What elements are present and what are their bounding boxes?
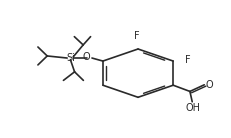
Text: F: F <box>134 31 139 41</box>
Text: Si: Si <box>66 53 75 63</box>
Text: F: F <box>185 55 190 65</box>
Text: OH: OH <box>184 103 199 113</box>
Text: O: O <box>205 79 212 90</box>
Text: O: O <box>82 52 90 63</box>
